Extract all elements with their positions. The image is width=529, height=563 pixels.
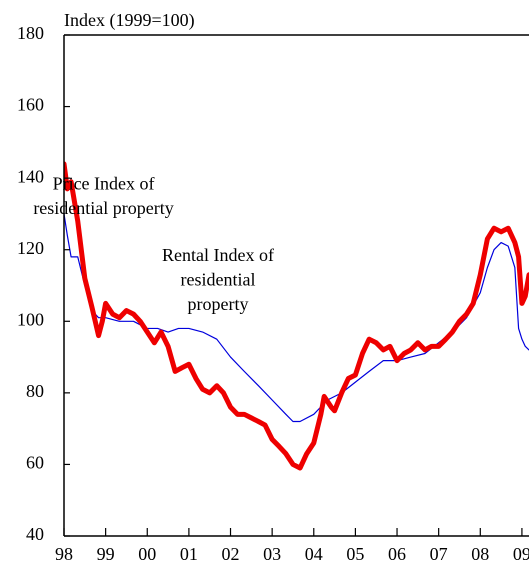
- annotation: property: [188, 294, 249, 314]
- annotation: Rental Index of: [162, 245, 274, 265]
- series-line: [64, 161, 529, 471]
- x-tick-label: 06: [388, 544, 406, 563]
- y-tick-label: 60: [26, 453, 44, 473]
- x-tick-label: 02: [222, 544, 240, 563]
- x-tick-label: 99: [97, 544, 115, 563]
- annotation: residential property: [33, 198, 173, 218]
- x-tick-label: 01: [180, 544, 198, 563]
- plot-area: [64, 161, 529, 471]
- y-tick-label: 180: [17, 23, 44, 43]
- x-tick-label: 98: [55, 544, 73, 563]
- chart-title: Index (1999=100): [64, 10, 195, 31]
- y-tick-label: 120: [17, 238, 44, 258]
- series-line: [64, 213, 529, 423]
- y-tick-label: 160: [17, 95, 44, 115]
- x-tick-label: 04: [305, 544, 323, 563]
- annotation: Price Index of: [53, 173, 155, 193]
- x-tick-label: 07: [430, 544, 448, 563]
- y-tick-label: 40: [26, 524, 44, 544]
- x-tick-label: 08: [471, 544, 489, 563]
- annotation: residential: [181, 269, 256, 289]
- y-tick-label: 140: [17, 166, 44, 186]
- x-tick-label: 09: [513, 544, 529, 563]
- y-tick-label: 80: [26, 381, 44, 401]
- x-tick-label: 00: [138, 544, 156, 563]
- x-tick-label: 03: [263, 544, 281, 563]
- y-tick-label: 100: [17, 309, 44, 329]
- x-tick-label: 05: [346, 544, 364, 563]
